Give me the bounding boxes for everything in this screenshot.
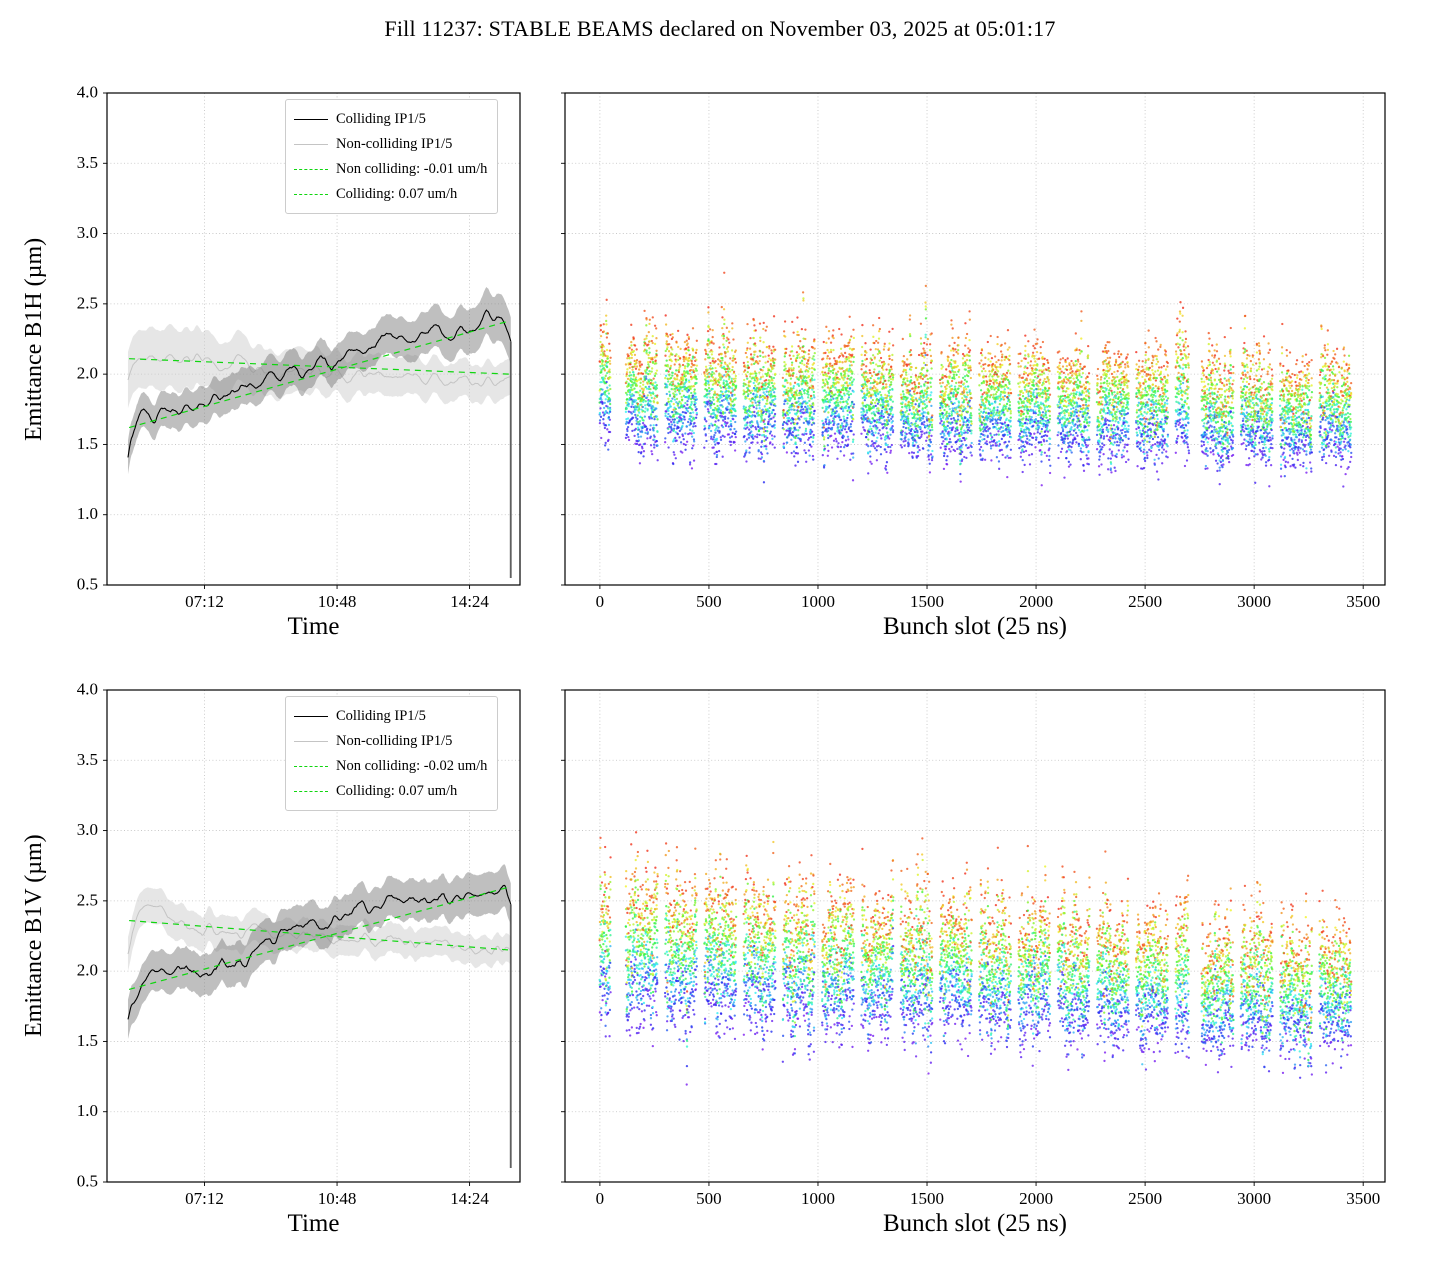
b1h-bunch-canvas xyxy=(475,73,1410,640)
legend-item: Non-colliding IP1/5 xyxy=(294,729,487,754)
x-axis-label-time-top: Time xyxy=(287,613,340,640)
legend-item: Colliding: 0.07 um/h xyxy=(294,779,487,804)
legend-item: Non-colliding IP1/5 xyxy=(294,132,487,157)
legend-line-sample-noncolliding xyxy=(294,144,328,145)
legend-item: Non colliding: -0.01 um/h xyxy=(294,157,487,182)
legend-b1h: Colliding IP1/5 Non-colliding IP1/5 Non … xyxy=(285,99,499,214)
legend-label: Colliding IP1/5 xyxy=(336,111,426,127)
subplot-b1v-bunch: Bunch slot (25 ns) xyxy=(475,670,1410,1237)
legend-item: Non colliding: -0.02 um/h xyxy=(294,754,487,779)
x-axis-label-time-bottom: Time xyxy=(287,1210,340,1237)
legend-label: Non-colliding IP1/5 xyxy=(336,733,453,749)
legend-line-sample-colliding xyxy=(294,716,328,717)
x-axis-label-bunch-bottom: Bunch slot (25 ns) xyxy=(882,1210,1068,1237)
legend-dash-sample-colliding-fit xyxy=(294,194,328,195)
subplot-b1v-time: Emittance B1V (µm) Time Colliding IP1/5 … xyxy=(17,670,545,1237)
legend-b1v: Colliding IP1/5 Non-colliding IP1/5 Non … xyxy=(285,696,499,811)
subplot-b1h-bunch: Bunch slot (25 ns) xyxy=(475,73,1410,640)
legend-label: Colliding: 0.07 um/h xyxy=(336,783,458,799)
legend-label: Colliding: 0.07 um/h xyxy=(336,186,458,202)
legend-dash-sample-noncolliding-fit xyxy=(294,766,328,767)
b1v-bunch-canvas xyxy=(475,670,1410,1237)
legend-line-sample-noncolliding xyxy=(294,741,328,742)
legend-label: Non colliding: -0.01 um/h xyxy=(336,161,488,177)
legend-label: Non colliding: -0.02 um/h xyxy=(336,758,488,774)
y-axis-label-b1v: Emittance B1V (µm) xyxy=(21,834,47,1038)
legend-line-sample-colliding xyxy=(294,119,328,120)
legend-item: Colliding: 0.07 um/h xyxy=(294,182,487,207)
subplot-b1h-time: Emittance B1H (µm) Time Colliding IP1/5 … xyxy=(17,73,545,640)
legend-item: Colliding IP1/5 xyxy=(294,107,487,132)
legend-dash-sample-noncolliding-fit xyxy=(294,169,328,170)
legend-label: Non-colliding IP1/5 xyxy=(336,136,453,152)
x-axis-label-bunch-top: Bunch slot (25 ns) xyxy=(882,613,1068,640)
legend-dash-sample-colliding-fit xyxy=(294,791,328,792)
legend-label: Colliding IP1/5 xyxy=(336,708,426,724)
y-axis-label-b1h: Emittance B1H (µm) xyxy=(21,237,47,441)
legend-item: Colliding IP1/5 xyxy=(294,704,487,729)
figure-title: Fill 11237: STABLE BEAMS declared on Nov… xyxy=(384,16,1056,41)
